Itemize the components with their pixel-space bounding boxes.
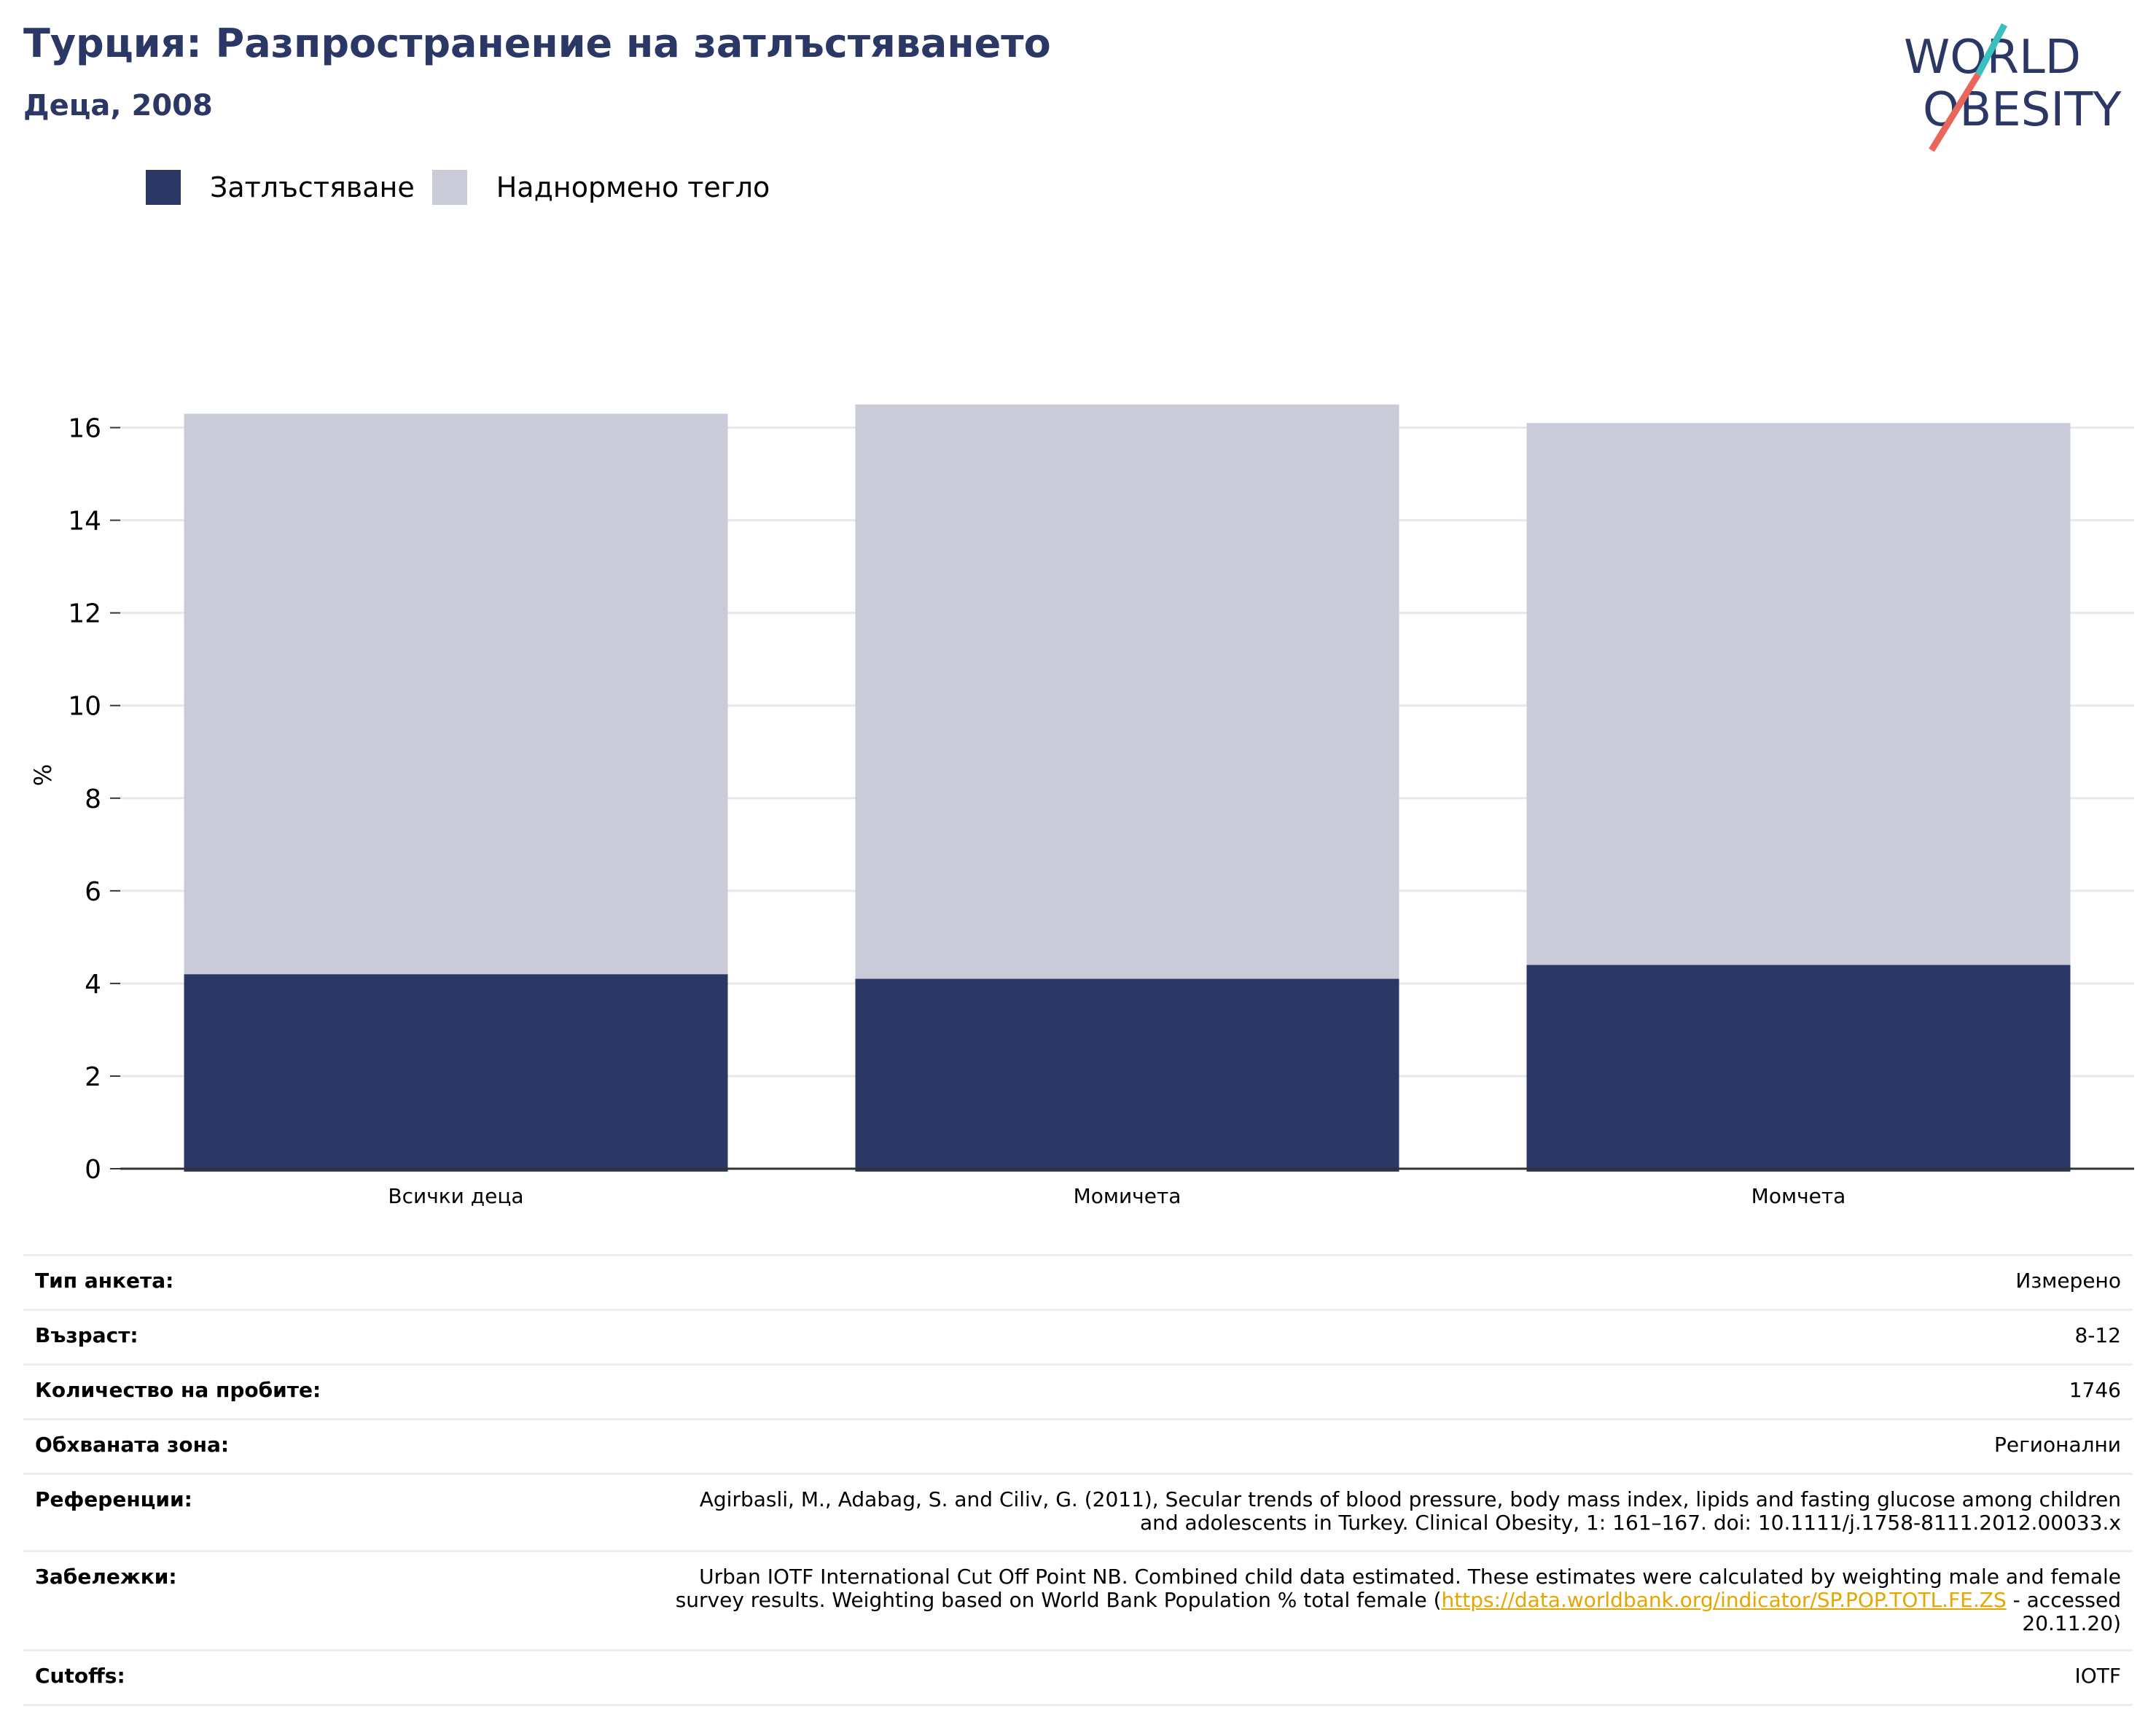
info-value-notes: Urban IOTF International Cut Off Point N…: [676, 1565, 2121, 1649]
bar-overweight: [855, 404, 1399, 979]
logo-red-slash: [1929, 72, 1981, 152]
info-row-survey-type: Тип анкета: Измерено: [23, 1254, 2133, 1309]
x-tick-label: Всички деца: [388, 1184, 523, 1208]
info-label: Количество на пробите:: [35, 1378, 321, 1402]
y-tick-label: 4: [85, 970, 101, 1000]
world-obesity-logo: WORLD OBESITY: [1904, 23, 2122, 152]
y-tick-label: 8: [85, 784, 101, 814]
y-tick-label: 10: [68, 692, 101, 722]
legend-label-obesity: Затлъстяване: [210, 171, 415, 203]
legend-swatch-overweight: [431, 170, 467, 205]
info-row-age: Възраст: 8-12: [23, 1309, 2133, 1363]
x-tick-label: Момчета: [1751, 1184, 1846, 1208]
info-value: 1746: [2069, 1378, 2121, 1402]
info-row-cutoffs: Cutoffs: IOTF: [23, 1649, 2133, 1706]
bar-overweight: [184, 413, 728, 975]
y-tick-label: 16: [68, 414, 101, 444]
legend-item-overweight: Наднормено тегло: [431, 170, 770, 205]
references-line1: Agirbasli, M., Adabag, S. and Ciliv, G. …: [699, 1487, 2121, 1511]
info-value: IOTF: [2074, 1664, 2121, 1688]
bar-overweight: [1526, 423, 2071, 965]
worldbank-link[interactable]: https://data.worldbank.org/indicator/SP.…: [1441, 1588, 2007, 1612]
info-label: Обхваната зона:: [35, 1433, 230, 1457]
info-label: Cutoffs:: [35, 1664, 125, 1688]
notes-line3: 20.11.20): [2022, 1611, 2121, 1635]
chart-legend: Затлъстяване Наднормено тегло: [146, 169, 787, 206]
logo-teal-slash: [1975, 23, 2007, 77]
info-value-references: Agirbasli, M., Adabag, S. and Ciliv, G. …: [700, 1488, 2121, 1550]
notes-line1: Urban IOTF International Cut Off Point N…: [699, 1565, 2121, 1589]
y-tick-label: 12: [68, 599, 101, 629]
info-label: Възраст:: [35, 1323, 138, 1347]
notes-line2-suffix: - accessed: [2006, 1588, 2121, 1612]
y-tick-label: 14: [68, 507, 101, 537]
y-tick-label: 6: [85, 877, 101, 907]
notes-line2-prefix: survey results. Weighting based on World…: [675, 1588, 1442, 1612]
info-label: Тип анкета:: [35, 1269, 174, 1293]
info-row-area: Обхваната зона: Регионални: [23, 1418, 2133, 1473]
bar-obesity: [1526, 965, 2071, 1172]
legend-item-obesity: Затлъстяване: [146, 170, 415, 205]
chart-subtitle: Деца, 2008: [23, 89, 213, 122]
logo-line1: WORLD: [1904, 31, 2081, 85]
survey-info-table: Тип анкета: Измерено Възраст: 8-12 Колич…: [23, 1254, 2133, 1706]
info-label: Забележки:: [35, 1565, 177, 1589]
info-row-notes: Забележки: Urban IOTF International Cut …: [23, 1550, 2133, 1649]
y-axis-label: %: [29, 764, 57, 786]
bar-obesity: [855, 978, 1399, 1172]
x-tick-label: Момичета: [1074, 1184, 1181, 1208]
info-value: Регионални: [1993, 1433, 2121, 1457]
info-row-references: Референции: Agirbasli, M., Adabag, S. an…: [23, 1473, 2133, 1550]
info-label: Референции:: [35, 1487, 192, 1511]
legend-label-overweight: Наднормено тегло: [496, 171, 770, 203]
stacked-bar-chart: 0 2 4 6 8 10 12 14 16% Всички деца Момичета Момчета: [29, 404, 2134, 1208]
bar-obesity: [184, 974, 728, 1172]
references-line2: and adolescents in Turkey. Clinical Obes…: [1139, 1511, 2121, 1535]
info-value: Измерено: [2015, 1269, 2121, 1293]
info-value: 8-12: [2074, 1323, 2121, 1347]
info-row-sample-size: Количество на пробите: 1746: [23, 1363, 2133, 1418]
y-tick-label: 2: [85, 1062, 101, 1092]
chart-title: Турция: Разпространение на затлъстяванет…: [23, 20, 1051, 66]
legend-swatch-obesity: [146, 170, 181, 205]
y-tick-label: 0: [85, 1155, 101, 1185]
